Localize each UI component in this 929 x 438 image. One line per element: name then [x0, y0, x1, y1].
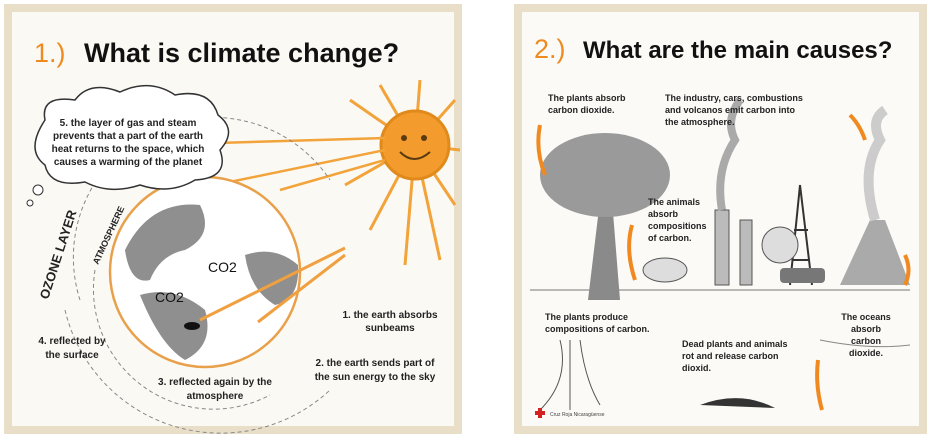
cause-text: Dead plants and animals [682, 339, 788, 349]
hotspot [184, 322, 200, 330]
cause-text: compositions [648, 221, 707, 231]
cause-text: carbon dioxide. [548, 105, 615, 115]
credit: Cruz Roja Nicaragüense [550, 412, 605, 418]
cause-text: The plants absorb [548, 93, 626, 103]
step-text: sunbeams [365, 323, 415, 334]
step-text: the sun energy to the sky [315, 372, 436, 383]
step-text: 4. reflected by [38, 336, 106, 347]
page: 1.) What is climate change? CO2 CO2 OZON… [0, 0, 929, 438]
cause-text: dioxid. [682, 363, 711, 373]
co2-label: CO2 [208, 259, 237, 275]
cause-text: and volcanos emit carbon into [665, 105, 796, 115]
cloud-text: heat returns to the space, which [52, 144, 205, 155]
panel-number: 2.) [534, 34, 566, 64]
cloud-text: causes a warming of the planet [54, 157, 203, 168]
step-text: 2. the earth sends part of [316, 358, 436, 369]
cloud-bubble [27, 200, 33, 206]
cause-text: absorb [851, 324, 882, 334]
step-text: 1. the earth absorbs [342, 310, 437, 321]
cause-text: absorb [648, 209, 679, 219]
cause-text: The plants produce [545, 312, 628, 322]
step-text: 3. reflected again by the [158, 377, 272, 388]
cause-text: The animals [648, 197, 700, 207]
cloud-text: 5. the layer of gas and steam [60, 118, 197, 129]
cause-text: of carbon. [648, 233, 692, 243]
step-text: the surface [45, 350, 99, 361]
cause-text: carbon [851, 336, 881, 346]
cause-text: the atmosphere. [665, 117, 735, 127]
cause-text: The oceans [841, 312, 891, 322]
cloud-bubble [33, 185, 43, 195]
cause-text: dioxide. [849, 348, 883, 358]
co2-label: CO2 [155, 289, 184, 305]
cause-text: The industry, cars, combustions [665, 93, 803, 103]
cloud-text: prevents that a part of the earth [53, 131, 203, 142]
cause-text: rot and release carbon [682, 351, 779, 361]
step-text: atmosphere [187, 391, 244, 402]
panel-title: What are the main causes? [583, 37, 892, 64]
panel-number: 1.) [34, 38, 66, 68]
cause-text: compositions of carbon. [545, 324, 650, 334]
panel-title: What is climate change? [84, 38, 399, 68]
